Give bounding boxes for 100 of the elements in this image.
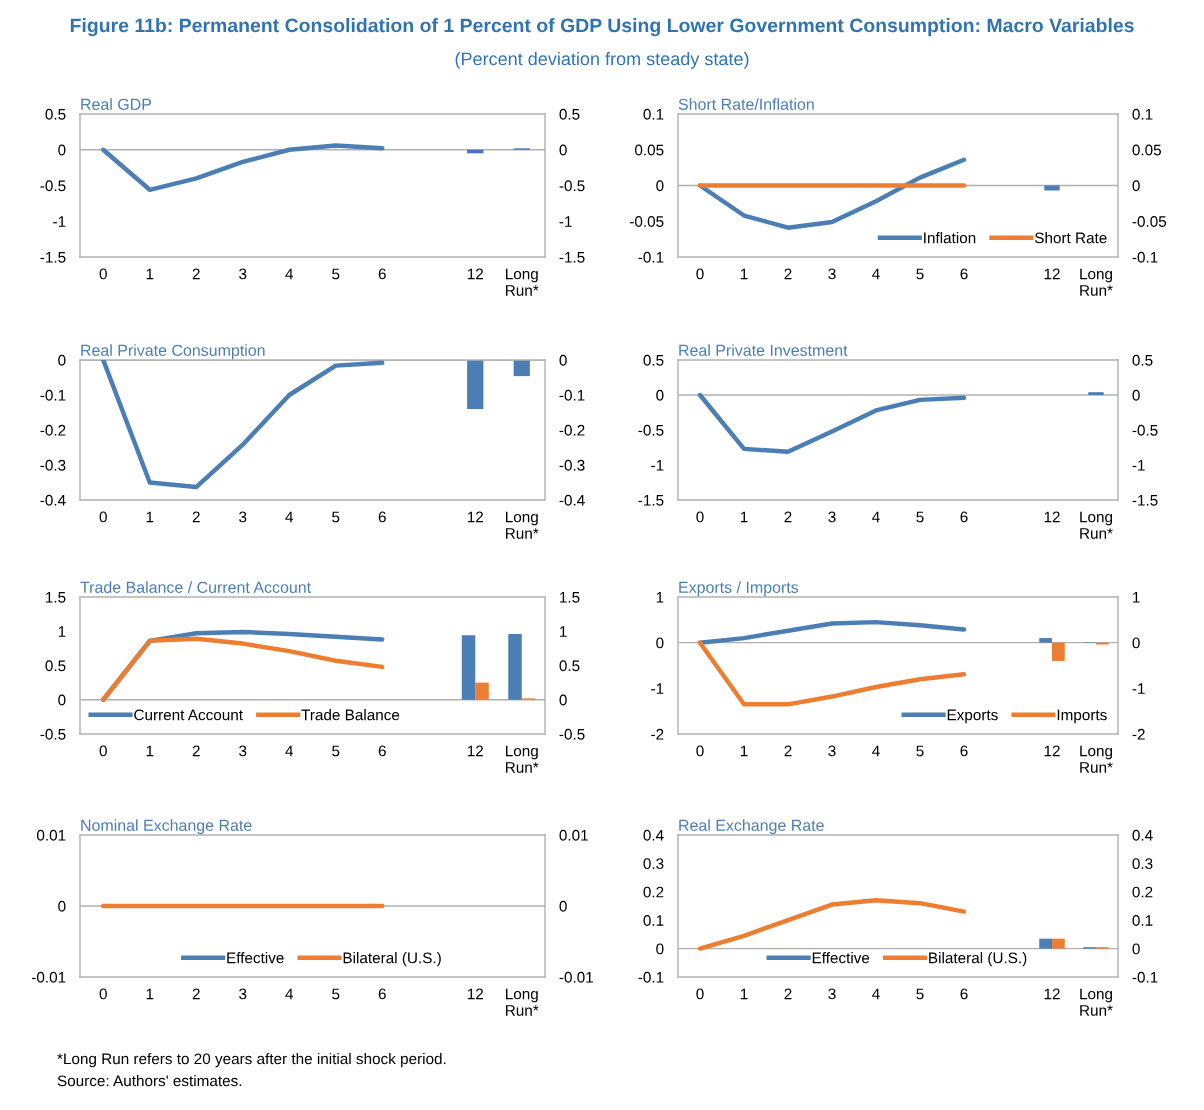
x-tick-label: 2 — [192, 268, 200, 280]
x-tick-label: 0 — [99, 745, 107, 757]
chart-title: Trade Balance / Current Account — [80, 581, 312, 593]
legend-label: Short Rate — [1034, 232, 1107, 244]
y-tick-label: 1 — [656, 592, 664, 603]
x-tick-label: 1 — [740, 268, 748, 280]
y2-tick-label: -1.5 — [559, 252, 585, 263]
x-tick-label: 5 — [916, 745, 924, 757]
y2-tick-label: -0.2 — [559, 424, 585, 436]
y2-tick-label: 0 — [559, 144, 567, 156]
x-tick-label: 2 — [192, 988, 200, 1000]
y2-tick-label: 0.5 — [559, 108, 580, 120]
y-tick-label: -0.05 — [629, 216, 664, 227]
x-tick-label: Long Run* — [506, 511, 539, 539]
y-tick-label: -0.5 — [40, 728, 66, 740]
x-tick-label: 3 — [828, 988, 836, 1000]
y2-tick-label: 0.5 — [559, 660, 580, 672]
y2-tick-label: -0.5 — [559, 180, 585, 192]
legend-label: Exports — [947, 709, 998, 724]
x-tick-label: 3 — [828, 745, 836, 757]
x-tick-label: 2 — [192, 511, 200, 523]
x-tick-label: 3 — [239, 268, 247, 280]
y2-tick-label: -0.05 — [1132, 216, 1167, 227]
y-tick-label: 0 — [58, 354, 66, 366]
x-tick-label: 4 — [285, 511, 294, 523]
x-tick-label: 12 — [467, 988, 483, 1000]
x-tick-label: 1 — [146, 745, 154, 757]
x-tick-label: 5 — [332, 745, 340, 757]
x-tick-label: 0 — [99, 988, 107, 1000]
x-tick-label: 5 — [332, 988, 340, 1000]
x-tick-label: 0 — [696, 988, 704, 1000]
y-tick-label: -0.1 — [40, 389, 66, 401]
legend-label: Current Account — [134, 709, 243, 721]
y2-tick-label: -0.3 — [559, 459, 585, 471]
y-tick-label: 0.4 — [643, 829, 664, 841]
y-tick-label: -0.5 — [638, 424, 664, 436]
y-tick-label: 0 — [656, 943, 664, 955]
x-tick-label: 3 — [239, 511, 247, 523]
x-tick-label: 6 — [378, 268, 386, 280]
chart-title: Real Private Investment — [679, 344, 848, 356]
chart-title: Nominal Exchange Rate — [81, 819, 252, 835]
x-tick-label: Long Run* — [1080, 511, 1113, 539]
y2-tick-label: 0 — [559, 694, 567, 706]
x-tick-label: 2 — [784, 745, 792, 757]
legend-label: Imports — [1057, 709, 1107, 724]
text: (Percent deviation from steady state) — [455, 52, 749, 69]
x-tick-label: 6 — [378, 511, 386, 523]
legend-label: Effective — [227, 952, 284, 964]
x-tick-label: Long Run* — [506, 988, 539, 1016]
y2-tick-label: -0.5 — [559, 728, 585, 740]
y-tick-label: -0.3 — [40, 459, 66, 471]
x-tick-label: 5 — [916, 988, 924, 1000]
y2-tick-label: 0.4 — [1132, 829, 1153, 841]
x-tick-label: 1 — [740, 745, 748, 757]
x-tick-label: 0 — [99, 268, 107, 280]
y-tick-label: -1 — [53, 216, 66, 227]
chart-title: Real Private Consumption — [81, 344, 265, 360]
x-tick-label: 4 — [285, 988, 294, 1000]
chart-title: Real Exchange Rate — [679, 819, 824, 835]
y2-tick-label: 0.2 — [1132, 886, 1153, 898]
y-tick-label: 0.1 — [643, 915, 664, 926]
y2-tick-label: -1.5 — [1132, 495, 1158, 506]
text: Figure 11b: Permanent Consolidation of 1 Percent of GDP Using Lower Government Consumption: Macro Variables — [70, 18, 1134, 37]
chart-title: Short Rate/Inflation — [678, 98, 814, 110]
y2-tick-label: -1 — [1132, 683, 1145, 694]
x-tick-label: 4 — [872, 745, 880, 757]
y2-tick-label: -1 — [1132, 460, 1145, 471]
x-tick-label: 0 — [696, 268, 704, 280]
x-tick-label: 12 — [467, 745, 483, 757]
y2-tick-label: 0.1 — [1132, 915, 1153, 926]
y2-tick-label: 0 — [1132, 180, 1140, 192]
y-tick-label: -1 — [651, 683, 664, 694]
x-tick-label: Long Run* — [1080, 268, 1113, 296]
x-tick-label: 6 — [378, 745, 386, 757]
y2-tick-label: 0.1 — [1132, 108, 1153, 120]
x-tick-label: 4 — [285, 268, 294, 280]
y-tick-label: -2 — [651, 728, 664, 740]
x-tick-label: 0 — [696, 745, 704, 757]
x-tick-label: 6 — [960, 988, 968, 1000]
x-tick-label: 2 — [784, 268, 792, 280]
x-tick-label: 0 — [99, 511, 107, 523]
x-tick-label: 4 — [872, 268, 880, 280]
y-tick-label: 0.5 — [45, 660, 66, 672]
y2-tick-label: -0.1 — [1132, 251, 1158, 263]
x-tick-label: 3 — [828, 511, 836, 523]
y-tick-label: -0.01 — [31, 971, 66, 983]
x-tick-label: 3 — [239, 988, 247, 1000]
chart-title: Exports / Imports — [679, 581, 799, 597]
x-tick-label: 1 — [740, 511, 748, 523]
x-tick-label: 3 — [239, 745, 247, 757]
x-tick-label: 12 — [467, 511, 483, 523]
y2-tick-label: 0 — [1132, 389, 1140, 401]
y2-tick-label: -0.4 — [559, 494, 585, 506]
legend-label: Trade Balance — [301, 709, 400, 721]
y-tick-label: 1 — [58, 626, 66, 637]
y2-tick-label: -1 — [559, 216, 572, 227]
y-tick-label: -0.1 — [638, 971, 664, 983]
y2-tick-label: 0 — [559, 354, 567, 366]
y-tick-label: 0 — [58, 144, 66, 156]
y-tick-label: 0.3 — [643, 858, 664, 870]
